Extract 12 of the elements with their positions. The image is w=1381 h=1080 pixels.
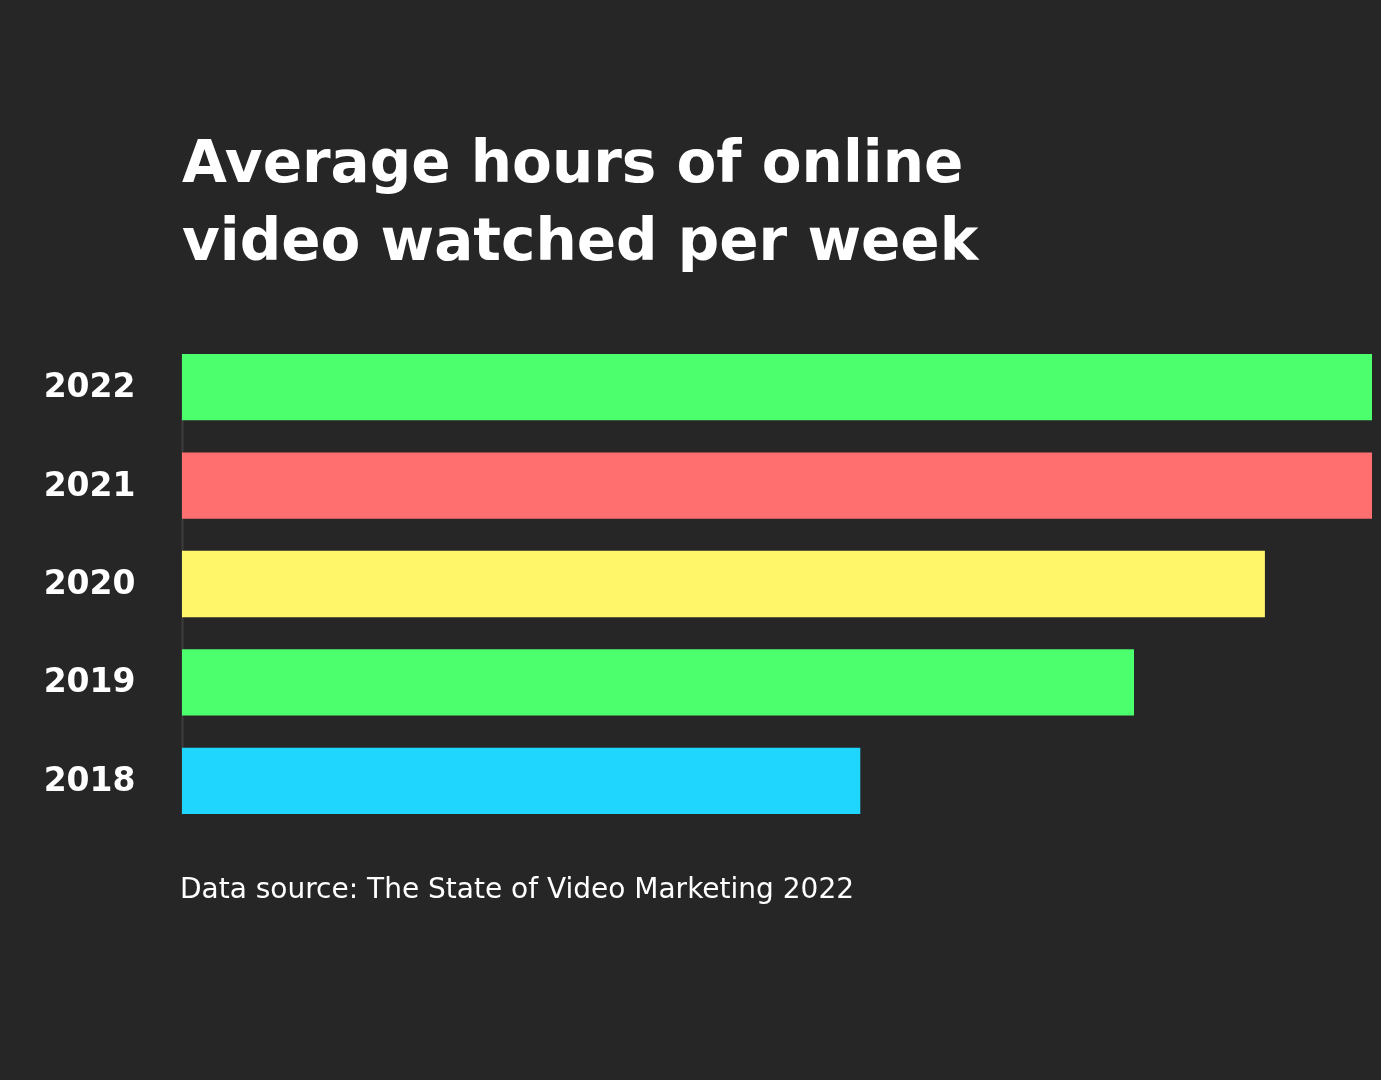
bar xyxy=(182,354,1372,421)
y-tick-label: 2019 xyxy=(43,661,136,701)
y-tick-label: 2018 xyxy=(43,759,136,799)
bar xyxy=(182,649,1134,716)
bar xyxy=(182,550,1265,618)
y-tick-label: 2020 xyxy=(43,563,136,602)
y-tick-label: 2021 xyxy=(43,464,136,504)
source-note: Data source: The State of Video Marketing 2022 xyxy=(180,872,855,905)
bar xyxy=(182,747,861,814)
chart-title: Average hours of online video watched per week xyxy=(182,128,980,274)
bar xyxy=(182,452,1372,519)
y-tick-label: 2022 xyxy=(43,366,136,406)
